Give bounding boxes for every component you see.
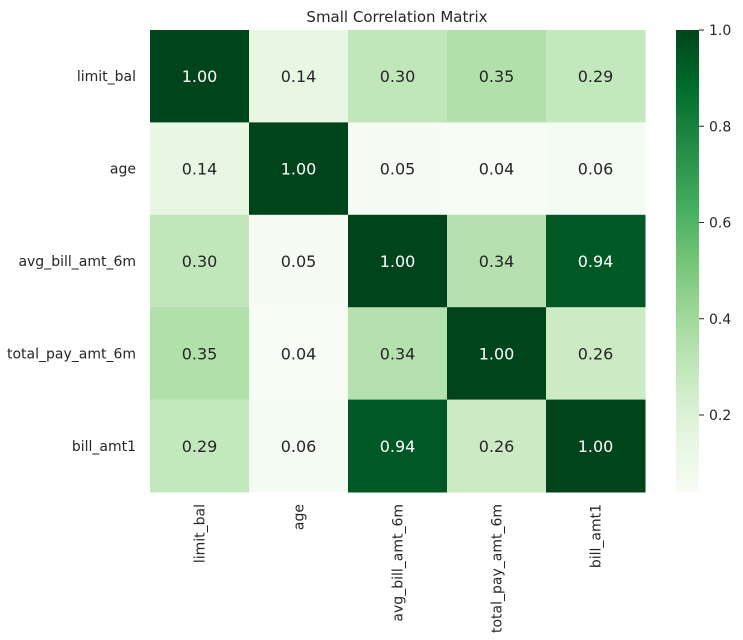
- cell-value-r0-c1: 0.14: [281, 67, 317, 86]
- cell-value-r1-c2: 0.05: [380, 160, 416, 179]
- cell-value-r0-c0: 1.00: [182, 67, 218, 86]
- cell-value-r2-c4: 0.94: [578, 252, 614, 271]
- cell-value-r3-c3: 1.00: [479, 344, 515, 363]
- heatmap-cell-r3-c1: [249, 307, 349, 401]
- colorbar-tick-label-0: 0.2: [709, 408, 731, 424]
- heatmap-cell-r2-c1: [249, 214, 349, 308]
- heatmap-cell-r4-c4: [546, 399, 646, 493]
- row-label-2: avg_bill_amt_6m: [18, 254, 136, 270]
- cell-value-r2-c0: 0.30: [182, 252, 218, 271]
- heatmap-cell-r4-c3: [447, 399, 547, 493]
- heatmap-cells: 1.00 0.14 0.30 0.35 0.29 0.14 1.00 0.05 0.04 0.06…: [150, 30, 646, 493]
- heatmap-cell-r1-c2: [348, 122, 448, 216]
- column-label-0: limit_bal: [193, 504, 209, 563]
- heatmap-cell-r4-c2: [348, 399, 448, 493]
- column-labels: limit_bal age avg_bill_amt_6m total_pay_amt…: [193, 504, 605, 633]
- column-label-3: total_pay_amt_6m: [490, 504, 506, 633]
- cell-value-r1-c0: 0.14: [182, 160, 218, 179]
- cell-value-r3-c4: 0.26: [578, 344, 614, 363]
- cell-value-r4-c4: 1.00: [578, 437, 614, 456]
- cell-value-r1-c1: 1.00: [281, 160, 317, 179]
- heatmap-cell-r4-c1: [249, 399, 349, 493]
- heatmap-cell-r1-c3: [447, 122, 547, 216]
- cell-value-r3-c1: 0.04: [281, 344, 317, 363]
- heatmap-cell-r2-c2: [348, 214, 448, 308]
- cell-value-r3-c0: 0.35: [182, 344, 218, 363]
- heatmap-cell-r0-c4: [546, 30, 646, 123]
- heatmap-cell-r3-c3: [447, 307, 547, 401]
- heatmap-cell-r1-c1: [249, 122, 349, 216]
- heatmap-cell-r1-c0: [150, 122, 250, 216]
- cell-value-r0-c2: 0.30: [380, 67, 416, 86]
- cell-value-r0-c4: 0.29: [578, 67, 614, 86]
- column-label-4: bill_amt1: [589, 504, 605, 568]
- heatmap-cell-r2-c4: [546, 214, 646, 308]
- cell-value-r1-c4: 0.06: [578, 160, 614, 179]
- cell-value-r4-c2: 0.94: [380, 437, 416, 456]
- cell-value-r1-c3: 0.04: [479, 160, 515, 179]
- cell-value-r4-c3: 0.26: [479, 437, 515, 456]
- row-label-1: age: [110, 162, 136, 178]
- heatmap-cell-r3-c0: [150, 307, 250, 401]
- cell-value-r3-c2: 0.34: [380, 344, 416, 363]
- cell-value-r0-c3: 0.35: [479, 67, 515, 86]
- heatmap-cell-r4-c0: [150, 399, 250, 493]
- heatmap-cell-r2-c3: [447, 214, 547, 308]
- cell-value-r4-c0: 0.29: [182, 437, 218, 456]
- column-label-2: avg_bill_amt_6m: [391, 504, 407, 622]
- heatmap-cell-r3-c4: [546, 307, 646, 401]
- heatmap-cell-r0-c2: [348, 30, 448, 123]
- row-label-3: total_pay_amt_6m: [7, 346, 136, 362]
- cell-value-r4-c1: 0.06: [281, 437, 317, 456]
- heatmap-cell-r0-c1: [249, 30, 349, 123]
- heatmap-cell-r2-c0: [150, 214, 250, 308]
- heatmap-cell-r3-c2: [348, 307, 448, 401]
- heatmap-cell-r1-c4: [546, 122, 646, 216]
- heatmap-cell-r0-c0: [150, 30, 250, 123]
- row-label-0: limit_bal: [77, 69, 136, 85]
- column-label-1: age: [292, 504, 308, 530]
- cell-value-r2-c3: 0.34: [479, 252, 515, 271]
- row-label-4: bill_amt1: [72, 439, 136, 455]
- cell-value-r2-c1: 0.05: [281, 252, 317, 271]
- colorbar-gradient: [676, 30, 699, 492]
- colorbar-tick-label-4: 1.0: [709, 23, 731, 39]
- colorbar-tick-label-2: 0.6: [709, 216, 731, 232]
- colorbar: 0.2 0.4 0.6 0.8 1.0: [676, 23, 731, 492]
- chart-title: Small Correlation Matrix: [306, 8, 487, 26]
- heatmap-cell-r0-c3: [447, 30, 547, 123]
- cell-value-r2-c2: 1.00: [380, 252, 416, 271]
- colorbar-tick-label-1: 0.4: [709, 312, 731, 328]
- colorbar-tick-label-3: 0.8: [709, 119, 731, 135]
